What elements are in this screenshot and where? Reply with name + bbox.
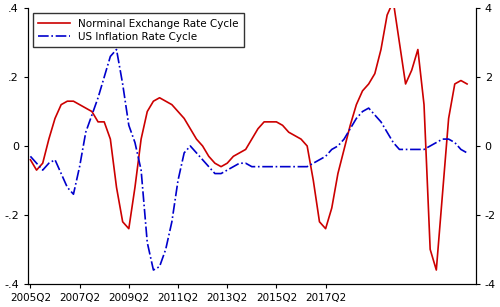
US Inflation Rate Cycle [286,165,292,169]
Line: US Inflation Rate Cycle: US Inflation Rate Cycle [30,49,467,270]
Norminal Exchange Rate Cycle [440,192,446,196]
US Inflation Rate Cycle [440,137,446,141]
Norminal Exchange Rate Cycle [390,0,396,3]
US Inflation Rate Cycle [89,113,95,117]
US Inflation Rate Cycle [114,48,119,51]
Norminal Exchange Rate Cycle [464,82,470,86]
Legend: Norminal Exchange Rate Cycle, US Inflation Rate Cycle: Norminal Exchange Rate Cycle, US Inflati… [33,14,244,47]
Norminal Exchange Rate Cycle [28,158,34,161]
Norminal Exchange Rate Cycle [322,227,328,231]
US Inflation Rate Cycle [316,158,322,161]
US Inflation Rate Cycle [335,144,341,148]
Line: Norminal Exchange Rate Cycle: Norminal Exchange Rate Cycle [30,1,467,270]
US Inflation Rate Cycle [464,151,470,155]
Norminal Exchange Rate Cycle [89,110,95,113]
US Inflation Rate Cycle [150,268,156,272]
US Inflation Rate Cycle [188,144,194,148]
Norminal Exchange Rate Cycle [175,110,181,113]
Norminal Exchange Rate Cycle [434,268,440,272]
Norminal Exchange Rate Cycle [274,120,280,124]
US Inflation Rate Cycle [28,154,34,158]
Norminal Exchange Rate Cycle [304,144,310,148]
